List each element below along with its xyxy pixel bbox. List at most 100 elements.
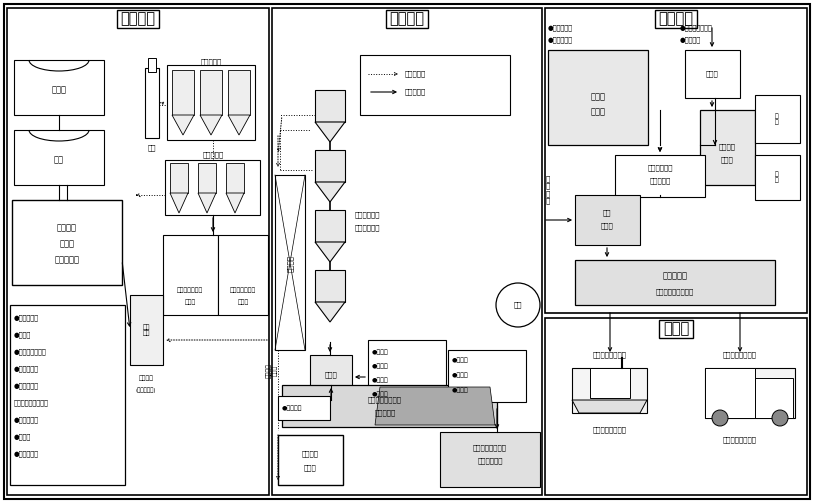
Bar <box>315 270 345 302</box>
Bar <box>278 435 343 485</box>
Text: サイロ: サイロ <box>238 299 248 305</box>
Bar <box>198 163 216 193</box>
Bar <box>14 130 104 185</box>
Text: ●廃プラ: ●廃プラ <box>372 349 389 355</box>
Text: バラ積みトラック: バラ積みトラック <box>723 352 757 358</box>
Bar <box>615 155 705 197</box>
Text: バラ積みトラック: バラ積みトラック <box>723 437 757 443</box>
Polygon shape <box>572 400 647 413</box>
Text: 原料ヤード: 原料ヤード <box>55 256 80 265</box>
Bar <box>275 175 305 350</box>
Text: サイロ: サイロ <box>185 299 195 305</box>
Text: 混
合: 混 合 <box>775 171 779 183</box>
Polygon shape <box>198 193 216 213</box>
Text: ●スラグ粉: ●スラグ粉 <box>680 37 701 43</box>
Bar <box>545 318 807 495</box>
Text: ガスの流れ: ガスの流れ <box>405 71 427 77</box>
Bar <box>228 70 250 115</box>
Text: 石炭: 石炭 <box>514 302 523 308</box>
Text: ●建設発生土: ●建設発生土 <box>14 366 39 372</box>
Text: 電気集塵機: 電気集塵機 <box>200 59 221 65</box>
Text: ●副産石こう: ●副産石こう <box>548 37 573 43</box>
Text: 原料ミル: 原料ミル <box>138 375 154 381</box>
Bar <box>148 58 156 72</box>
Text: 仕上げミル: 仕上げミル <box>663 272 688 281</box>
Bar <box>218 235 268 315</box>
Text: ●高炉スラグ: ●高炉スラグ <box>14 315 39 321</box>
Bar <box>590 368 630 398</box>
Text: （冷却装置）: （冷却装置） <box>477 458 503 464</box>
Bar <box>705 368 795 418</box>
Text: ●木くず: ●木くず <box>372 391 389 397</box>
Text: ●再生油: ●再生油 <box>452 372 469 378</box>
Text: ●高炉滓: ●高炉滓 <box>372 363 389 369</box>
Text: 仕上工程: 仕上工程 <box>659 12 694 27</box>
Bar <box>755 378 793 418</box>
Text: ●廃タイヤ: ●廃タイヤ <box>282 405 303 411</box>
Bar <box>200 70 222 115</box>
Text: 焼成工程: 焼成工程 <box>390 12 424 27</box>
Bar <box>572 368 647 413</box>
Text: ブレンディング: ブレンディング <box>177 287 204 293</box>
Text: ●製鋼スラグ: ●製鋼スラグ <box>14 451 39 457</box>
Circle shape <box>772 410 788 426</box>
Bar <box>440 432 540 487</box>
Bar <box>659 320 693 338</box>
Text: サイクロン: サイクロン <box>203 152 224 158</box>
Bar <box>145 68 159 138</box>
Bar <box>282 385 497 427</box>
Polygon shape <box>228 115 250 135</box>
Text: 出　荷: 出 荷 <box>663 321 689 337</box>
Polygon shape <box>375 387 495 425</box>
Text: ●石炭灰: ●石炭灰 <box>14 331 31 339</box>
Text: 石こう: 石こう <box>590 93 606 102</box>
Bar <box>360 55 510 115</box>
Text: （回転窯）: （回転窯） <box>374 410 396 416</box>
Bar <box>575 260 775 305</box>
Text: ヤード: ヤード <box>590 108 606 117</box>
Text: 粘土: 粘土 <box>54 155 64 164</box>
Text: ●汚泥、スラッジ: ●汚泥、スラッジ <box>14 349 46 355</box>
Text: 粉砕機: 粉砕機 <box>601 223 614 229</box>
Text: ボイラー: ボイラー <box>287 255 293 272</box>
Bar <box>117 10 159 28</box>
Bar <box>705 368 755 418</box>
Text: セメントタンカー: セメントタンカー <box>593 352 627 358</box>
Bar <box>7 8 269 495</box>
Bar <box>685 50 740 98</box>
Text: クリンカクーラー: クリンカクーラー <box>473 445 507 451</box>
Text: けい石・: けい石・ <box>57 223 77 232</box>
Text: セメント: セメント <box>719 144 736 150</box>
Bar <box>12 200 122 285</box>
Polygon shape <box>172 115 194 135</box>
Bar <box>14 60 104 115</box>
Bar <box>278 396 330 420</box>
Polygon shape <box>170 193 188 213</box>
Text: 原料工程: 原料工程 <box>120 12 155 27</box>
Text: ●非鉄鉱さい: ●非鉄鉱さい <box>14 416 39 424</box>
Text: ク
リ
ン
カ: ク リ ン カ <box>546 175 550 204</box>
Text: 石灰石: 石灰石 <box>51 86 67 95</box>
Text: タービン: タービン <box>301 451 318 457</box>
Bar <box>10 305 125 485</box>
Text: ●廃プラ: ●廃プラ <box>452 357 469 363</box>
Polygon shape <box>315 122 345 142</box>
Text: ●フライアッシュ: ●フライアッシュ <box>680 25 713 31</box>
Bar <box>755 95 800 143</box>
Bar <box>315 150 345 182</box>
Polygon shape <box>315 182 345 202</box>
Text: (原料粉砕機): (原料粉砕機) <box>136 387 156 393</box>
Text: 原料ストレージ: 原料ストレージ <box>230 287 256 293</box>
Text: ●鋳物砂: ●鋳物砂 <box>14 434 31 440</box>
Text: ばいじん、ダスト: ばいじん、ダスト <box>14 400 49 406</box>
Bar <box>368 340 446 405</box>
Text: 混合機: 混合機 <box>706 71 719 77</box>
Bar <box>310 355 352 400</box>
Polygon shape <box>200 115 222 135</box>
Text: ●肉骨粉: ●肉骨粉 <box>452 387 469 393</box>
Bar <box>448 350 526 402</box>
Bar <box>130 295 163 365</box>
Polygon shape <box>226 193 244 213</box>
Text: ●燃えがら、: ●燃えがら、 <box>14 383 39 389</box>
Bar <box>655 10 697 28</box>
